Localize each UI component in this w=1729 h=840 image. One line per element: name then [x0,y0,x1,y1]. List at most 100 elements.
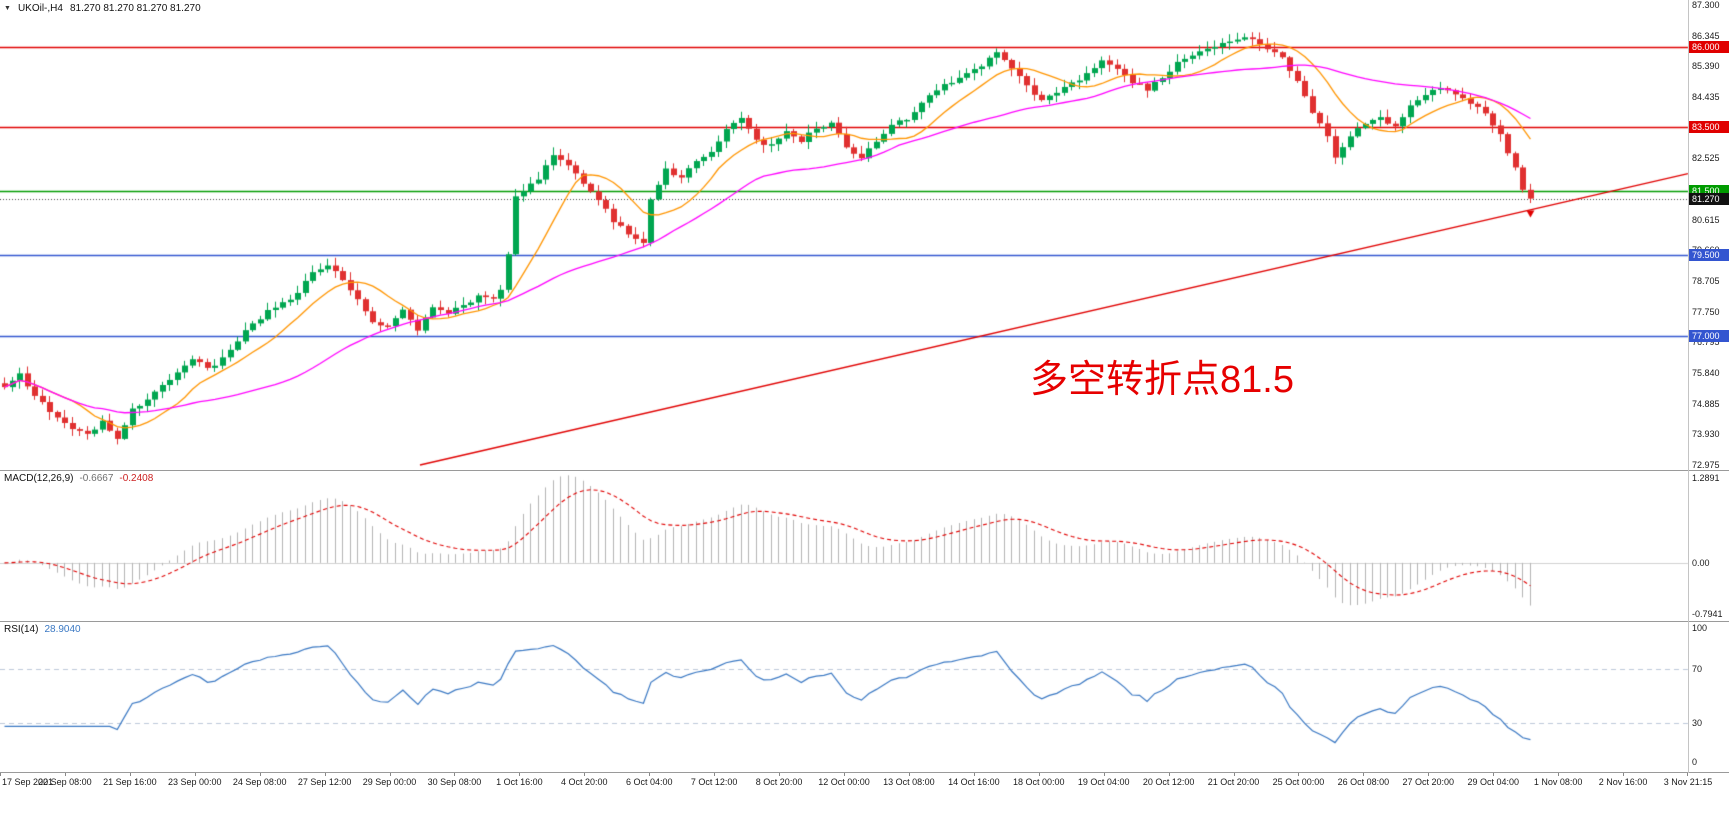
price-line-badge: 86.000 [1689,40,1729,53]
macd-scale-label: 1.2891 [1692,473,1720,483]
macd-label: MACD(12,26,9) [4,473,74,484]
time-tick [324,773,326,776]
time-axis-label: 14 Oct 16:00 [948,777,1000,787]
time-axis-label: 30 Sep 08:00 [427,777,482,787]
time-tick [1168,773,1170,776]
time-axis-label: 26 Oct 08:00 [1337,777,1390,787]
macd-canvas[interactable] [0,471,1729,621]
time-tick [519,773,521,776]
time-axis-label: 27 Sep 12:00 [297,777,352,787]
rsi-value: 28.9040 [44,624,81,635]
time-tick [1103,773,1105,776]
price-tick-label: 74.885 [1692,398,1720,409]
price-line-badge: 77.000 [1689,329,1729,342]
rsi-panel: RSI(14) 28.9040 100 70 30 0 [0,622,1729,773]
time-axis-label: 18 Oct 00:00 [1012,777,1065,787]
time-axis-label: 8 Oct 20:00 [755,777,803,787]
time-axis-label: 19 Oct 04:00 [1077,777,1130,787]
time-tick [1623,773,1625,776]
time-axis-label: 21 Oct 20:00 [1207,777,1260,787]
time-axis-label: 17 Sep 2021 [2,777,54,787]
time-tick [1558,773,1560,776]
price-panel: ▼ UKOil-,H4 81.270 81.270 81.270 81.270 … [0,0,1729,471]
time-tick [844,773,845,776]
rsi-canvas[interactable] [0,622,1729,772]
symbol-period-label: UKOil-,H4 [17,3,63,14]
macd-scale-label: 0.00 [1692,557,1710,568]
time-axis-label: 1 Oct 16:00 [496,777,543,787]
rsi-label-row: RSI(14) 28.9040 [4,624,81,635]
time-axis-label: 1 Nov 08:00 [1533,777,1583,787]
rsi-scale-label: 70 [1692,663,1703,674]
macd-signal-value: -0.2408 [119,473,154,484]
price-tick-label: 73.930 [1692,429,1720,440]
time-tick [1428,773,1430,776]
time-tick [64,773,66,776]
time-tick [973,773,975,776]
time-axis-label: 6 Oct 04:00 [625,777,673,787]
time-axis-label: 27 Oct 20:00 [1402,777,1455,787]
time-axis-label: 24 Sep 08:00 [232,777,287,787]
macd-main-value: -0.6667 [79,473,114,484]
time-tick [1038,773,1040,776]
price-tick-label: 77.750 [1692,306,1720,317]
price-tick-label: 85.390 [1692,61,1720,72]
price-tick-label: 84.435 [1692,92,1720,102]
rsi-scale-label: 0 [1692,757,1698,767]
price-tick-label: 86.345 [1692,30,1720,41]
price-tick-label: 72.975 [1692,460,1720,470]
time-tick [259,773,261,776]
macd-panel: MACD(12,26,9) -0.6667 -0.2408 1.2891 0.00… [0,471,1729,622]
price-line-badge: 79.500 [1689,249,1729,262]
price-scale-divider [1688,0,1689,773]
time-tick [454,773,456,776]
collapse-indicators-icon[interactable]: ▼ [4,5,11,12]
time-tick [779,773,781,776]
time-tick [1298,773,1300,776]
time-tick [584,773,586,776]
price-tick-label: 75.840 [1692,368,1720,378]
time-axis-label: 23 Sep 00:00 [167,777,222,787]
time-tick [1233,773,1235,776]
time-tick [1493,773,1495,776]
price-line-badge: 83.500 [1689,121,1729,134]
chart-annotation-text[interactable]: 多空转折点81.5 [1030,359,1294,401]
rsi-scale-label: 30 [1692,718,1703,729]
bottom-margin [0,791,1729,840]
time-axis-label: 21 Sep 16:00 [103,777,157,787]
macd-label-row: MACD(12,26,9) -0.6667 -0.2408 [4,473,153,484]
time-tick [129,773,131,776]
ohlc-values: 81.270 81.270 81.270 81.270 [69,3,201,14]
rsi-label: RSI(14) [4,624,39,635]
price-chart-canvas[interactable] [0,0,1729,470]
time-tick [908,773,910,776]
price-tick-label: 82.525 [1692,153,1720,164]
price-tick-label: 76.795 [1692,337,1720,348]
time-axis[interactable]: 17 Sep 2021 20 Sep 08:00 21 Sep 16:00 23 Se… [0,773,1729,791]
rsi-scale-label: 100 [1692,623,1708,633]
time-axis-label: 20 Oct 12:00 [1142,777,1195,787]
time-axis-label: 3 Nov 21:15 [1663,777,1713,787]
time-tick [194,773,196,776]
time-axis-label: 13 Oct 08:00 [883,777,935,787]
time-axis-label: 2 Nov 16:00 [1598,777,1648,787]
time-axis-label: 7 Oct 12:00 [690,777,738,787]
price-tick-label: 80.615 [1692,214,1720,225]
time-axis-label: 20 Sep 08:00 [38,777,92,787]
macd-scale-label: -0.7941 [1692,609,1723,619]
time-tick [649,773,651,776]
time-axis-label: 12 Oct 00:00 [818,777,870,787]
time-axis-label: 29 Sep 00:00 [362,777,417,787]
time-tick [1363,773,1365,776]
chart-ohlc-header: ▼ UKOil-,H4 81.270 81.270 81.270 81.270 [4,3,201,14]
time-tick [389,773,391,776]
time-tick [0,773,1,776]
price-line-badge: 81.270 [1689,192,1729,205]
time-axis-label: 29 Oct 04:00 [1467,777,1519,787]
time-tick [1687,773,1688,776]
time-tick [714,773,716,776]
price-tick-label: 78.705 [1692,276,1720,286]
price-tick-label: 87.300 [1692,0,1720,10]
time-axis-label: 4 Oct 20:00 [561,777,608,787]
